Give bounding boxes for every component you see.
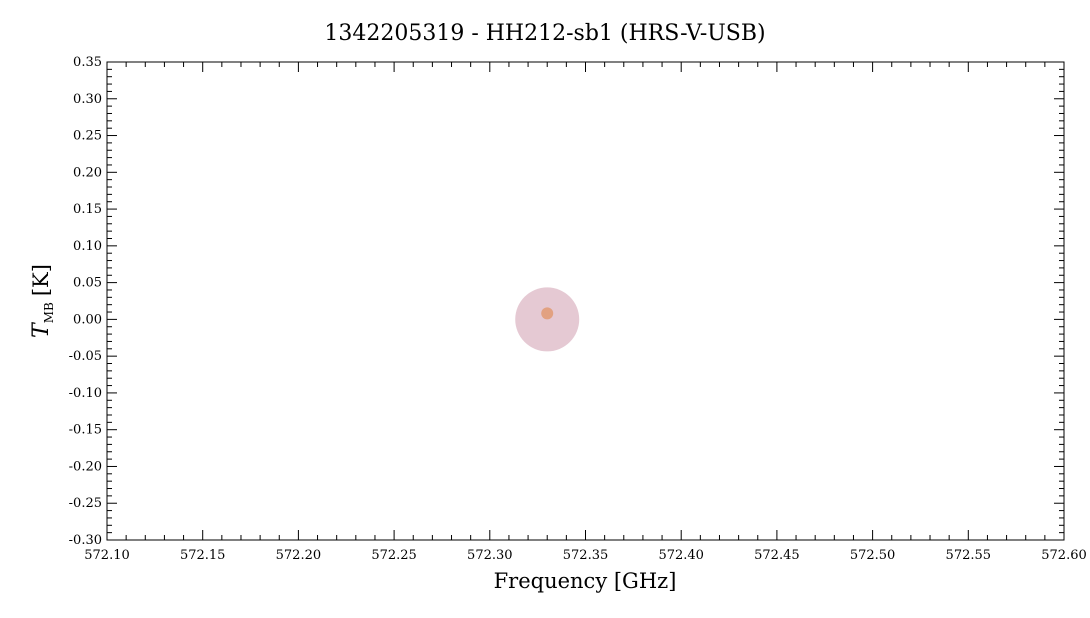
y-axis-ticks: 0.35 0.30 0.25 0.20 0.15 0.10 0.05 0.00 -0.05 -0.…	[69, 55, 1064, 548]
y-axis-symbol: T	[29, 321, 54, 338]
x-tick-label: 572.50	[850, 548, 896, 563]
x-tick-label: 572.15	[180, 548, 226, 563]
chart-title: 1342205319 - HH212-sb1 (HRS-V-USB)	[324, 21, 765, 46]
watermark-dot	[541, 307, 554, 320]
y-tick-label: 0.10	[73, 239, 102, 254]
x-tick-label: 572.30	[467, 548, 513, 563]
x-tick-label: 572.55	[946, 548, 992, 563]
y-tick-label: 0.15	[73, 202, 102, 217]
y-tick-label: 0.25	[73, 129, 102, 144]
x-tick-label: 572.45	[754, 548, 800, 563]
x-tick-label: 572.20	[276, 548, 322, 563]
y-axis-title: TMB [K]	[29, 264, 56, 338]
y-tick-label: 0.05	[73, 276, 102, 291]
x-axis-ticks: 572.10 572.15 572.20 572.25 572.30 572.35 572.…	[84, 62, 1087, 563]
y-tick-label: -0.15	[69, 423, 102, 438]
x-tick-label: 572.60	[1041, 548, 1087, 563]
y-tick-label: -0.10	[69, 386, 102, 401]
y-tick-label: -0.05	[69, 349, 102, 364]
y-axis-subscript: MB	[42, 302, 56, 323]
x-axis-title: Frequency [GHz]	[494, 569, 677, 593]
x-tick-label: 572.25	[371, 548, 417, 563]
y-tick-label: 0.00	[73, 312, 102, 327]
x-tick-label: 572.10	[84, 548, 130, 563]
y-tick-label: -0.20	[69, 459, 102, 474]
plot-area	[515, 287, 580, 352]
y-tick-label: -0.25	[69, 496, 102, 511]
plot-frame	[106, 61, 1065, 541]
y-tick-label: 0.30	[73, 92, 102, 107]
x-tick-label: 572.35	[563, 548, 609, 563]
y-tick-label: 0.35	[73, 55, 102, 70]
y-tick-label: 0.20	[73, 165, 102, 180]
y-tick-label: -0.30	[69, 533, 102, 548]
x-tick-label: 572.40	[658, 548, 704, 563]
y-axis-unit: [K]	[29, 264, 53, 296]
